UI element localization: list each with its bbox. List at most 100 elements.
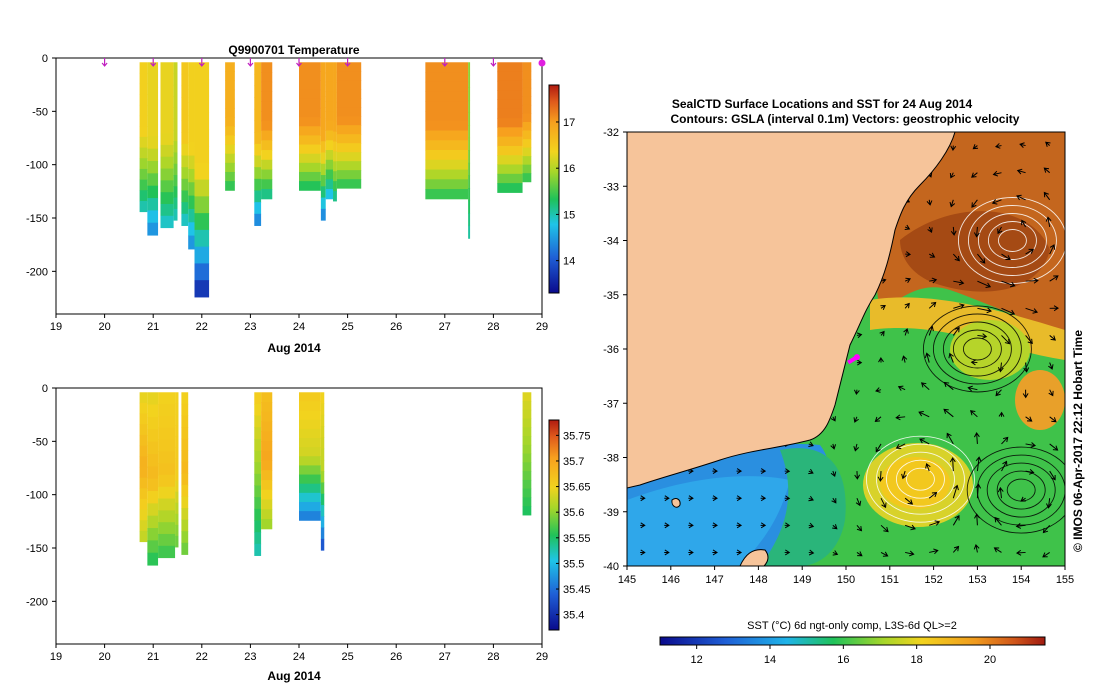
profile-cell	[173, 73, 178, 86]
profile-cell	[181, 108, 189, 122]
profile-cell	[325, 130, 334, 141]
y-tick-label: -100	[26, 160, 48, 172]
profile-cell	[147, 86, 159, 100]
map-x-tick-label: 149	[793, 574, 811, 586]
profile-cell	[139, 413, 148, 425]
profile-cell	[254, 62, 262, 75]
velocity-arrow	[995, 389, 1002, 397]
profile-cell	[147, 453, 159, 467]
profile-cell	[139, 530, 148, 543]
profile-cell	[147, 416, 159, 430]
velocity-arrow	[830, 470, 837, 478]
colorbar-tick-label: 35.45	[563, 584, 591, 596]
velocity-arrow	[712, 468, 718, 474]
temperature-x-label: Aug 2014	[267, 341, 321, 355]
profile-cell	[194, 263, 210, 281]
profile-cell	[299, 511, 321, 521]
velocity-arrow	[784, 495, 791, 502]
profile-cell	[147, 540, 159, 554]
gsla-contours	[866, 197, 1065, 534]
velocity-arrow	[1001, 460, 1008, 472]
velocity-arrow	[952, 514, 960, 526]
profile-cell	[522, 471, 532, 481]
map-y-tick-label: -39	[603, 507, 619, 519]
colorbar-tick-label: 35.55	[563, 533, 591, 545]
profile-cell	[261, 470, 273, 481]
profile-cell	[425, 140, 469, 151]
profile-cell	[320, 163, 326, 176]
profile-cell	[158, 404, 176, 417]
velocity-arrow	[977, 253, 986, 264]
velocity-arrow	[1016, 168, 1026, 175]
profile-cell	[225, 135, 235, 146]
profile-cell	[261, 189, 273, 200]
sst-colorbar-ticks: 12 14 16 18 20	[691, 645, 996, 666]
velocity-arrow	[1025, 416, 1033, 422]
profile-cell	[299, 89, 321, 100]
velocity-arrow	[952, 484, 959, 499]
map-y-tick-label: -36	[603, 344, 619, 356]
profile-cell	[261, 402, 273, 413]
profile-cell	[261, 450, 273, 462]
profile-cell	[254, 392, 262, 405]
profile-cell	[173, 96, 178, 108]
profile-cell	[261, 62, 273, 73]
profile-cell	[254, 190, 262, 203]
profile-cell	[147, 210, 159, 224]
profile-cell	[522, 418, 532, 428]
velocity-arrow	[1043, 191, 1051, 201]
velocity-arrow	[831, 497, 837, 504]
velocity-arrow	[688, 495, 694, 502]
salinity-profiles	[139, 392, 532, 566]
profile-cell	[522, 453, 532, 463]
velocity-arrow	[664, 549, 670, 556]
profile-cell	[147, 441, 159, 455]
profile-cell	[158, 533, 176, 547]
velocity-arrow	[853, 416, 859, 423]
profile-cell	[139, 136, 148, 149]
velocity-arrow	[970, 359, 978, 366]
profile-cell	[261, 81, 273, 93]
x-tick-label: 21	[147, 651, 159, 663]
profile-cell	[160, 85, 174, 99]
velocity-arrow	[1045, 141, 1051, 147]
profile-cell	[425, 91, 469, 102]
profile-cell	[261, 489, 273, 501]
profile-cell	[181, 415, 189, 428]
velocity-arrow	[856, 551, 863, 557]
profile-cell	[254, 143, 262, 157]
gsla-contour	[996, 470, 1046, 510]
profile-cell	[468, 150, 471, 164]
velocity-arrow	[927, 226, 933, 233]
velocity-arrow	[971, 199, 978, 208]
profile-cell	[254, 73, 262, 87]
velocity-arrow	[950, 226, 957, 236]
profile-cell	[299, 501, 321, 512]
profile-cell	[325, 62, 334, 73]
profile-cell	[181, 438, 189, 451]
profile-cell	[468, 213, 471, 227]
profile-cell	[325, 179, 334, 190]
velocity-arrow	[874, 416, 882, 422]
velocity-arrow	[830, 443, 837, 450]
profile-cell	[333, 141, 337, 152]
profile-cell	[225, 153, 235, 164]
velocity-arrow	[1025, 277, 1039, 284]
velocity-arrow	[664, 495, 670, 502]
profile-cell	[160, 203, 174, 217]
velocity-arrow	[929, 520, 941, 526]
velocity-arrow	[926, 199, 933, 206]
velocity-arrow	[808, 549, 815, 556]
profile-cell	[139, 147, 148, 159]
profile-cell	[522, 497, 532, 507]
sst-shelf-water	[760, 448, 846, 566]
profile-cell	[468, 62, 471, 76]
profile-cell	[254, 532, 262, 545]
temperature-panel: Q9900701 Temperature 19 20 21 22 23 24 25 26 27 2…	[26, 43, 575, 355]
profile-cell	[425, 189, 469, 200]
profile-cell	[325, 120, 334, 132]
surface-marker	[247, 58, 254, 67]
profile-cell	[299, 162, 321, 173]
profile-cell	[299, 392, 321, 402]
profile-cell	[320, 493, 325, 506]
